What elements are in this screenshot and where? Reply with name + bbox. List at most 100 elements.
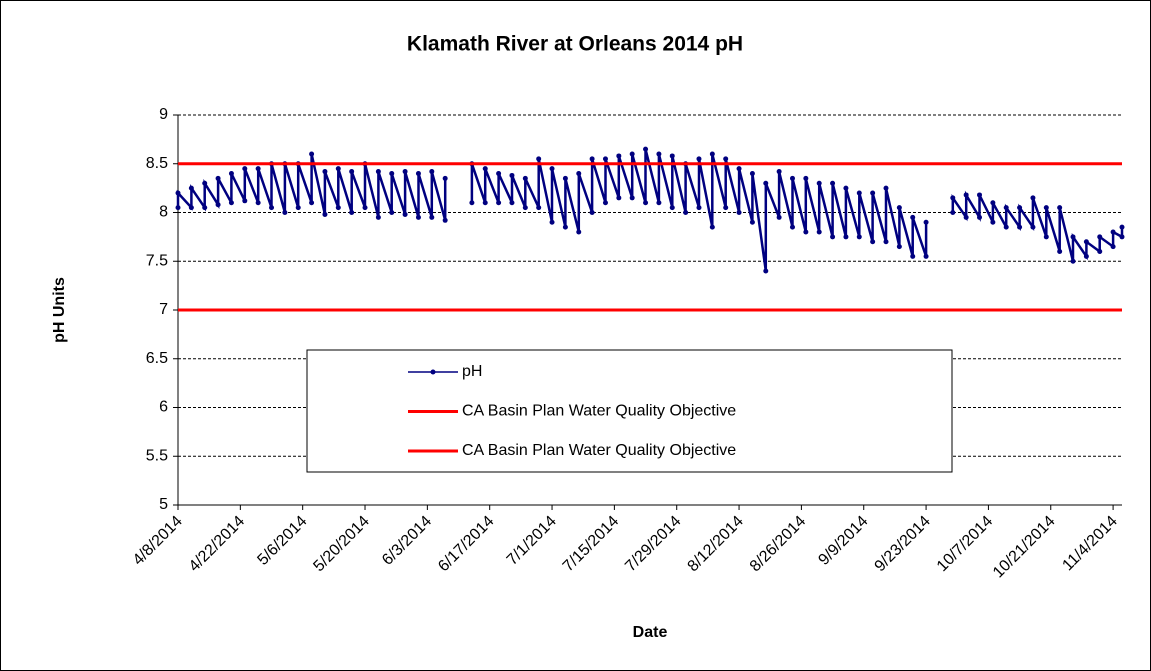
ph-point	[816, 229, 822, 235]
ph-point	[442, 175, 448, 181]
ph-point	[482, 200, 488, 206]
ph-point	[1003, 224, 1009, 230]
ph-point	[1097, 234, 1103, 240]
ph-point	[188, 185, 194, 191]
ph-point	[870, 190, 876, 196]
ph-point	[536, 205, 542, 211]
ph-point	[242, 198, 248, 204]
ph-point	[335, 166, 341, 172]
ph-point	[923, 219, 929, 225]
ph-point	[1057, 249, 1063, 254]
ph-point	[709, 224, 715, 230]
ph-point	[656, 200, 662, 206]
ph-point	[977, 214, 983, 220]
ph-point	[669, 153, 675, 159]
ph-point	[910, 214, 916, 220]
ph-point	[322, 211, 328, 217]
y-tick-label: 9	[159, 106, 168, 123]
ph-point	[549, 219, 555, 225]
ph-point	[589, 210, 595, 215]
ph-point	[469, 200, 475, 206]
ph-point	[856, 234, 862, 240]
ph-point	[629, 151, 635, 157]
ph-point	[215, 175, 221, 181]
ph-point	[830, 234, 836, 240]
ph-point	[576, 229, 582, 235]
ph-point	[1119, 224, 1125, 230]
ph-point	[309, 200, 315, 206]
ph-point	[910, 253, 916, 259]
ph-point	[856, 190, 862, 196]
ph-point	[923, 253, 929, 259]
ph-point	[375, 214, 381, 220]
ph-point	[789, 224, 795, 230]
ph-point	[562, 224, 568, 230]
ph-point	[696, 156, 702, 162]
ph-point	[188, 205, 194, 211]
ph-point	[389, 210, 395, 215]
ph-point	[509, 172, 515, 178]
ph-point	[656, 151, 662, 157]
ph-point	[736, 166, 742, 172]
ph-point	[282, 210, 288, 215]
y-tick-label: 5	[159, 496, 168, 513]
ph-point	[643, 146, 649, 152]
ph-point	[830, 180, 836, 186]
ph-point	[990, 200, 996, 206]
ph-point	[295, 205, 301, 211]
ph-point	[616, 195, 622, 201]
x-axis-title: Date	[633, 624, 668, 641]
ph-point	[696, 205, 702, 211]
ph-point	[963, 214, 969, 220]
ph-point	[1030, 195, 1036, 201]
ph-point	[1043, 205, 1049, 211]
ph-point	[896, 205, 902, 211]
ph-point	[749, 171, 755, 176]
ph-point	[669, 205, 675, 211]
y-axis-title: pH Units	[51, 277, 68, 343]
y-tick-label: 5.5	[146, 447, 168, 464]
ph-point	[1097, 249, 1103, 254]
legend-marker	[430, 369, 436, 375]
ph-point	[896, 244, 902, 250]
ph-point	[950, 195, 956, 201]
ph-point	[482, 166, 488, 172]
ph-point	[429, 214, 435, 220]
ph-point	[629, 195, 635, 201]
ph-point	[870, 239, 876, 245]
ph-point	[202, 180, 208, 186]
y-tick-label: 8	[159, 204, 168, 221]
ph-point	[789, 175, 795, 181]
ph-point	[228, 171, 234, 176]
ph-point	[1070, 234, 1076, 240]
ph-point	[202, 205, 208, 211]
ph-point	[803, 175, 809, 181]
ph-point	[950, 210, 956, 215]
legend-label: pH	[462, 363, 482, 380]
ph-point	[1110, 244, 1116, 250]
ph-point	[1057, 205, 1063, 211]
y-tick-label: 6.5	[146, 350, 168, 367]
ph-point	[709, 151, 715, 157]
ph-line	[176, 148, 1124, 272]
ph-point	[442, 217, 448, 223]
ph-point	[803, 229, 809, 235]
ph-point	[389, 171, 395, 176]
ph-point	[723, 205, 729, 211]
ph-point	[322, 169, 328, 175]
ph-point	[1119, 234, 1125, 240]
ph-point	[1017, 224, 1023, 230]
ph-point	[549, 166, 555, 172]
ph-point	[763, 268, 769, 274]
ph-point	[415, 171, 421, 176]
ph-point	[776, 169, 782, 175]
ph-point	[602, 156, 608, 162]
ph-point	[749, 219, 755, 225]
ph-point	[175, 205, 181, 211]
ph-point	[509, 200, 515, 206]
ph-point	[1110, 229, 1116, 235]
ph-point	[776, 214, 782, 220]
ph-point	[255, 166, 261, 172]
ph-point	[963, 192, 969, 198]
